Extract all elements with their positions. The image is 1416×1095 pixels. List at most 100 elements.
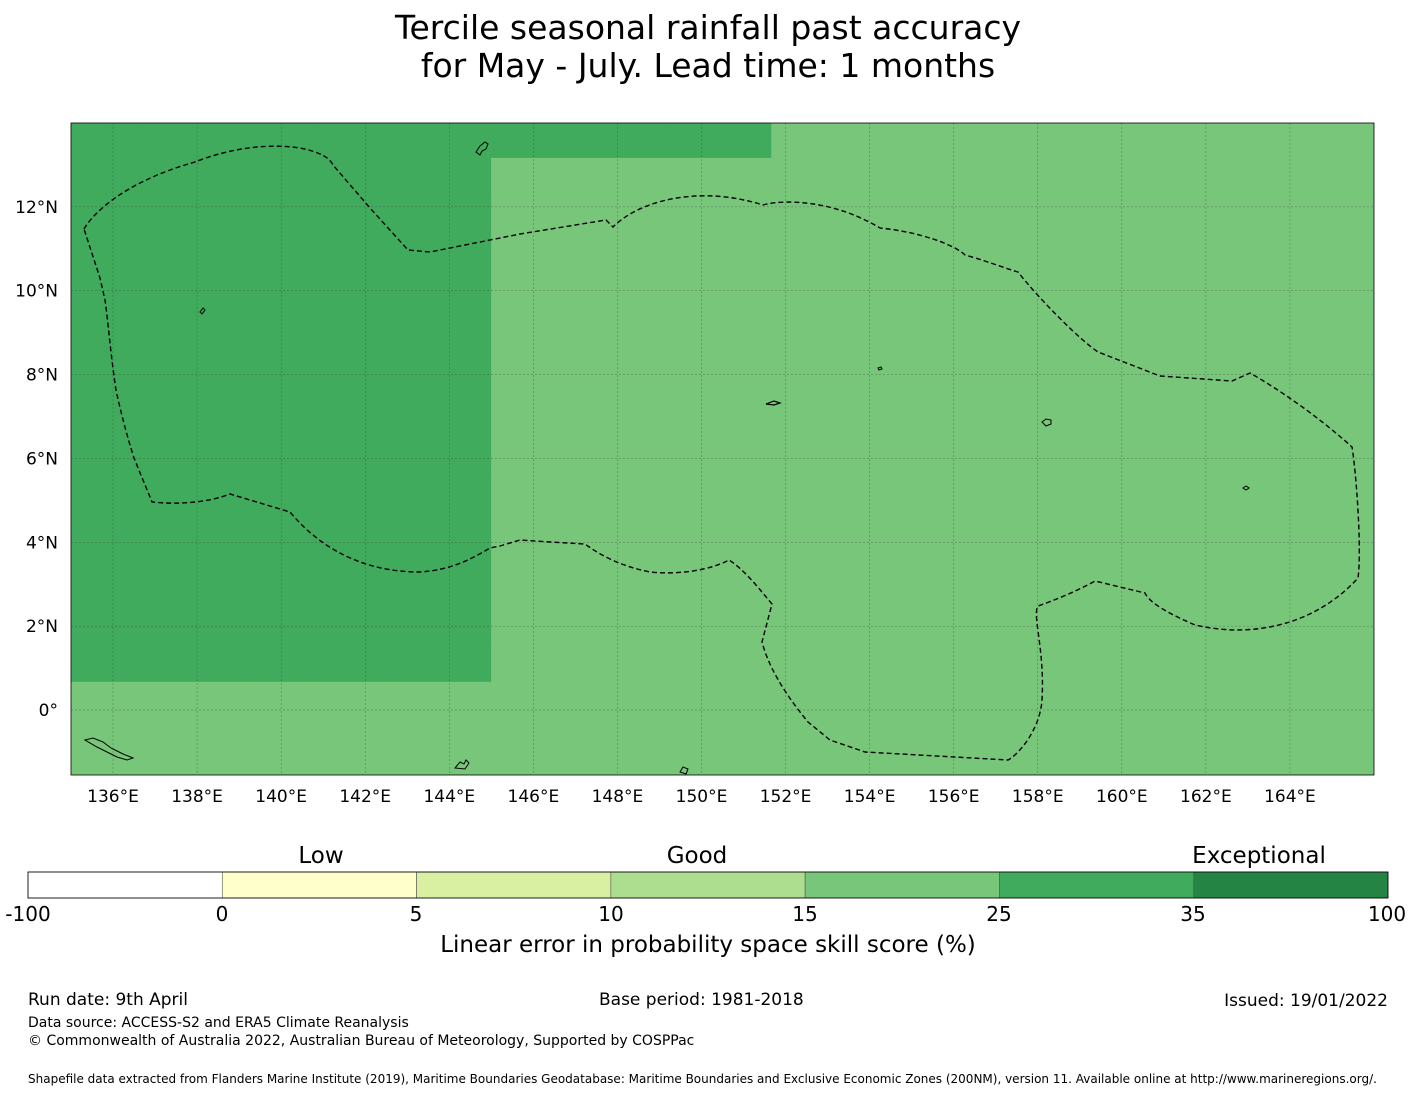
skill-cell <box>421 716 457 753</box>
skill-cell <box>456 542 492 578</box>
skill-cell <box>421 437 457 473</box>
skill-cell <box>1296 751 1333 775</box>
colorbar-tick: 35 <box>1180 902 1206 926</box>
skill-cell <box>1226 507 1263 543</box>
skill-cell <box>666 716 702 753</box>
skill-cell <box>176 822 212 858</box>
skill-cell <box>1296 227 1333 264</box>
colorbar-bin <box>804 871 1000 899</box>
lon-tick-label: 152°E <box>760 787 812 807</box>
skill-cell <box>1121 437 1157 473</box>
skill-cell <box>1226 751 1263 775</box>
skill-cell <box>596 507 632 543</box>
skill-cell <box>1156 437 1193 473</box>
skill-cell <box>456 192 492 229</box>
skill-cell <box>71 297 107 334</box>
skill-cell <box>1191 716 1228 753</box>
skill-cell <box>316 716 352 753</box>
skill-cell <box>946 227 982 264</box>
skill-cell <box>736 822 772 858</box>
skill-cell <box>1156 577 1193 613</box>
skill-cell <box>1121 507 1157 543</box>
skill-cell <box>281 297 317 334</box>
skill-cell <box>421 192 457 229</box>
skill-cell <box>491 751 527 775</box>
skill-cell <box>141 332 177 369</box>
skill-cell <box>1156 367 1193 404</box>
skill-cell <box>666 367 702 404</box>
skill-cell <box>456 611 492 648</box>
skill-cell <box>421 646 457 683</box>
skill-cell <box>1401 333 1416 369</box>
skill-cell <box>316 751 352 775</box>
skill-cell <box>1331 297 1368 334</box>
skill-cell <box>666 577 702 613</box>
skill-cell <box>421 297 457 334</box>
skill-cell <box>316 297 352 334</box>
skill-cell <box>1191 262 1228 299</box>
skill-cell <box>1086 822 1122 858</box>
skill-cell <box>1366 123 1374 159</box>
skill-cell <box>701 716 737 753</box>
skill-cell <box>316 227 352 264</box>
skill-cell <box>176 157 212 194</box>
skill-cell <box>1296 123 1333 159</box>
skill-cell <box>1366 646 1374 683</box>
skill-cell <box>421 681 457 718</box>
skill-cell <box>351 751 387 775</box>
skill-cell <box>911 507 947 543</box>
skill-cell <box>1226 472 1263 508</box>
skill-cell <box>316 472 352 508</box>
skill-cell <box>386 437 422 473</box>
skill-cell <box>806 332 842 369</box>
skill-cell <box>666 227 702 264</box>
skill-cell <box>351 646 387 683</box>
skill-cell <box>1086 332 1122 369</box>
colorbar-bin <box>610 871 806 899</box>
skill-cell <box>1121 542 1157 578</box>
axis-labels: 136°E 138°E 140°E 142°E 144°E 146°E 148°E 150°E… <box>15 198 1316 807</box>
skill-cell <box>1366 297 1374 334</box>
skill-cell <box>561 297 597 334</box>
skill-cell <box>981 577 1017 613</box>
skill-cell <box>351 332 387 369</box>
skill-cell <box>526 262 562 299</box>
skill-cell <box>631 437 667 473</box>
skill-cell <box>1261 577 1298 613</box>
skill-cell <box>736 611 772 648</box>
skill-cell <box>1086 507 1122 543</box>
skill-cell <box>666 297 702 334</box>
skill-cell <box>141 577 177 613</box>
skill-cell <box>736 681 772 718</box>
skill-cell <box>421 402 457 438</box>
skill-cell <box>71 332 107 369</box>
skill-cell <box>806 192 842 229</box>
skill-cell <box>981 507 1017 543</box>
skill-cell <box>386 402 422 438</box>
colorbar-tick: -100 <box>5 902 51 926</box>
skill-cell <box>1261 332 1298 369</box>
skill-cell <box>981 822 1017 858</box>
skill-cell <box>911 611 947 648</box>
skill-cell <box>141 157 177 194</box>
skill-cell <box>701 157 737 194</box>
skill-cell <box>771 611 807 648</box>
skill-cell <box>596 192 632 229</box>
skill-cell <box>1331 437 1368 473</box>
skill-cell <box>106 681 142 718</box>
skill-cell <box>806 542 842 578</box>
skill-cell <box>1331 507 1368 543</box>
skill-cell <box>1051 577 1087 613</box>
skill-cell <box>246 646 282 683</box>
skill-cell <box>71 751 107 775</box>
skill-cell <box>736 297 772 334</box>
coastlines <box>83 141 1250 775</box>
skill-cell <box>1296 507 1333 543</box>
skill-cell <box>1401 158 1416 194</box>
skill-cell <box>946 192 982 229</box>
skill-cell <box>386 297 422 334</box>
skill-cell <box>526 227 562 264</box>
skill-cell <box>1261 681 1298 718</box>
skill-cell <box>1051 681 1087 718</box>
